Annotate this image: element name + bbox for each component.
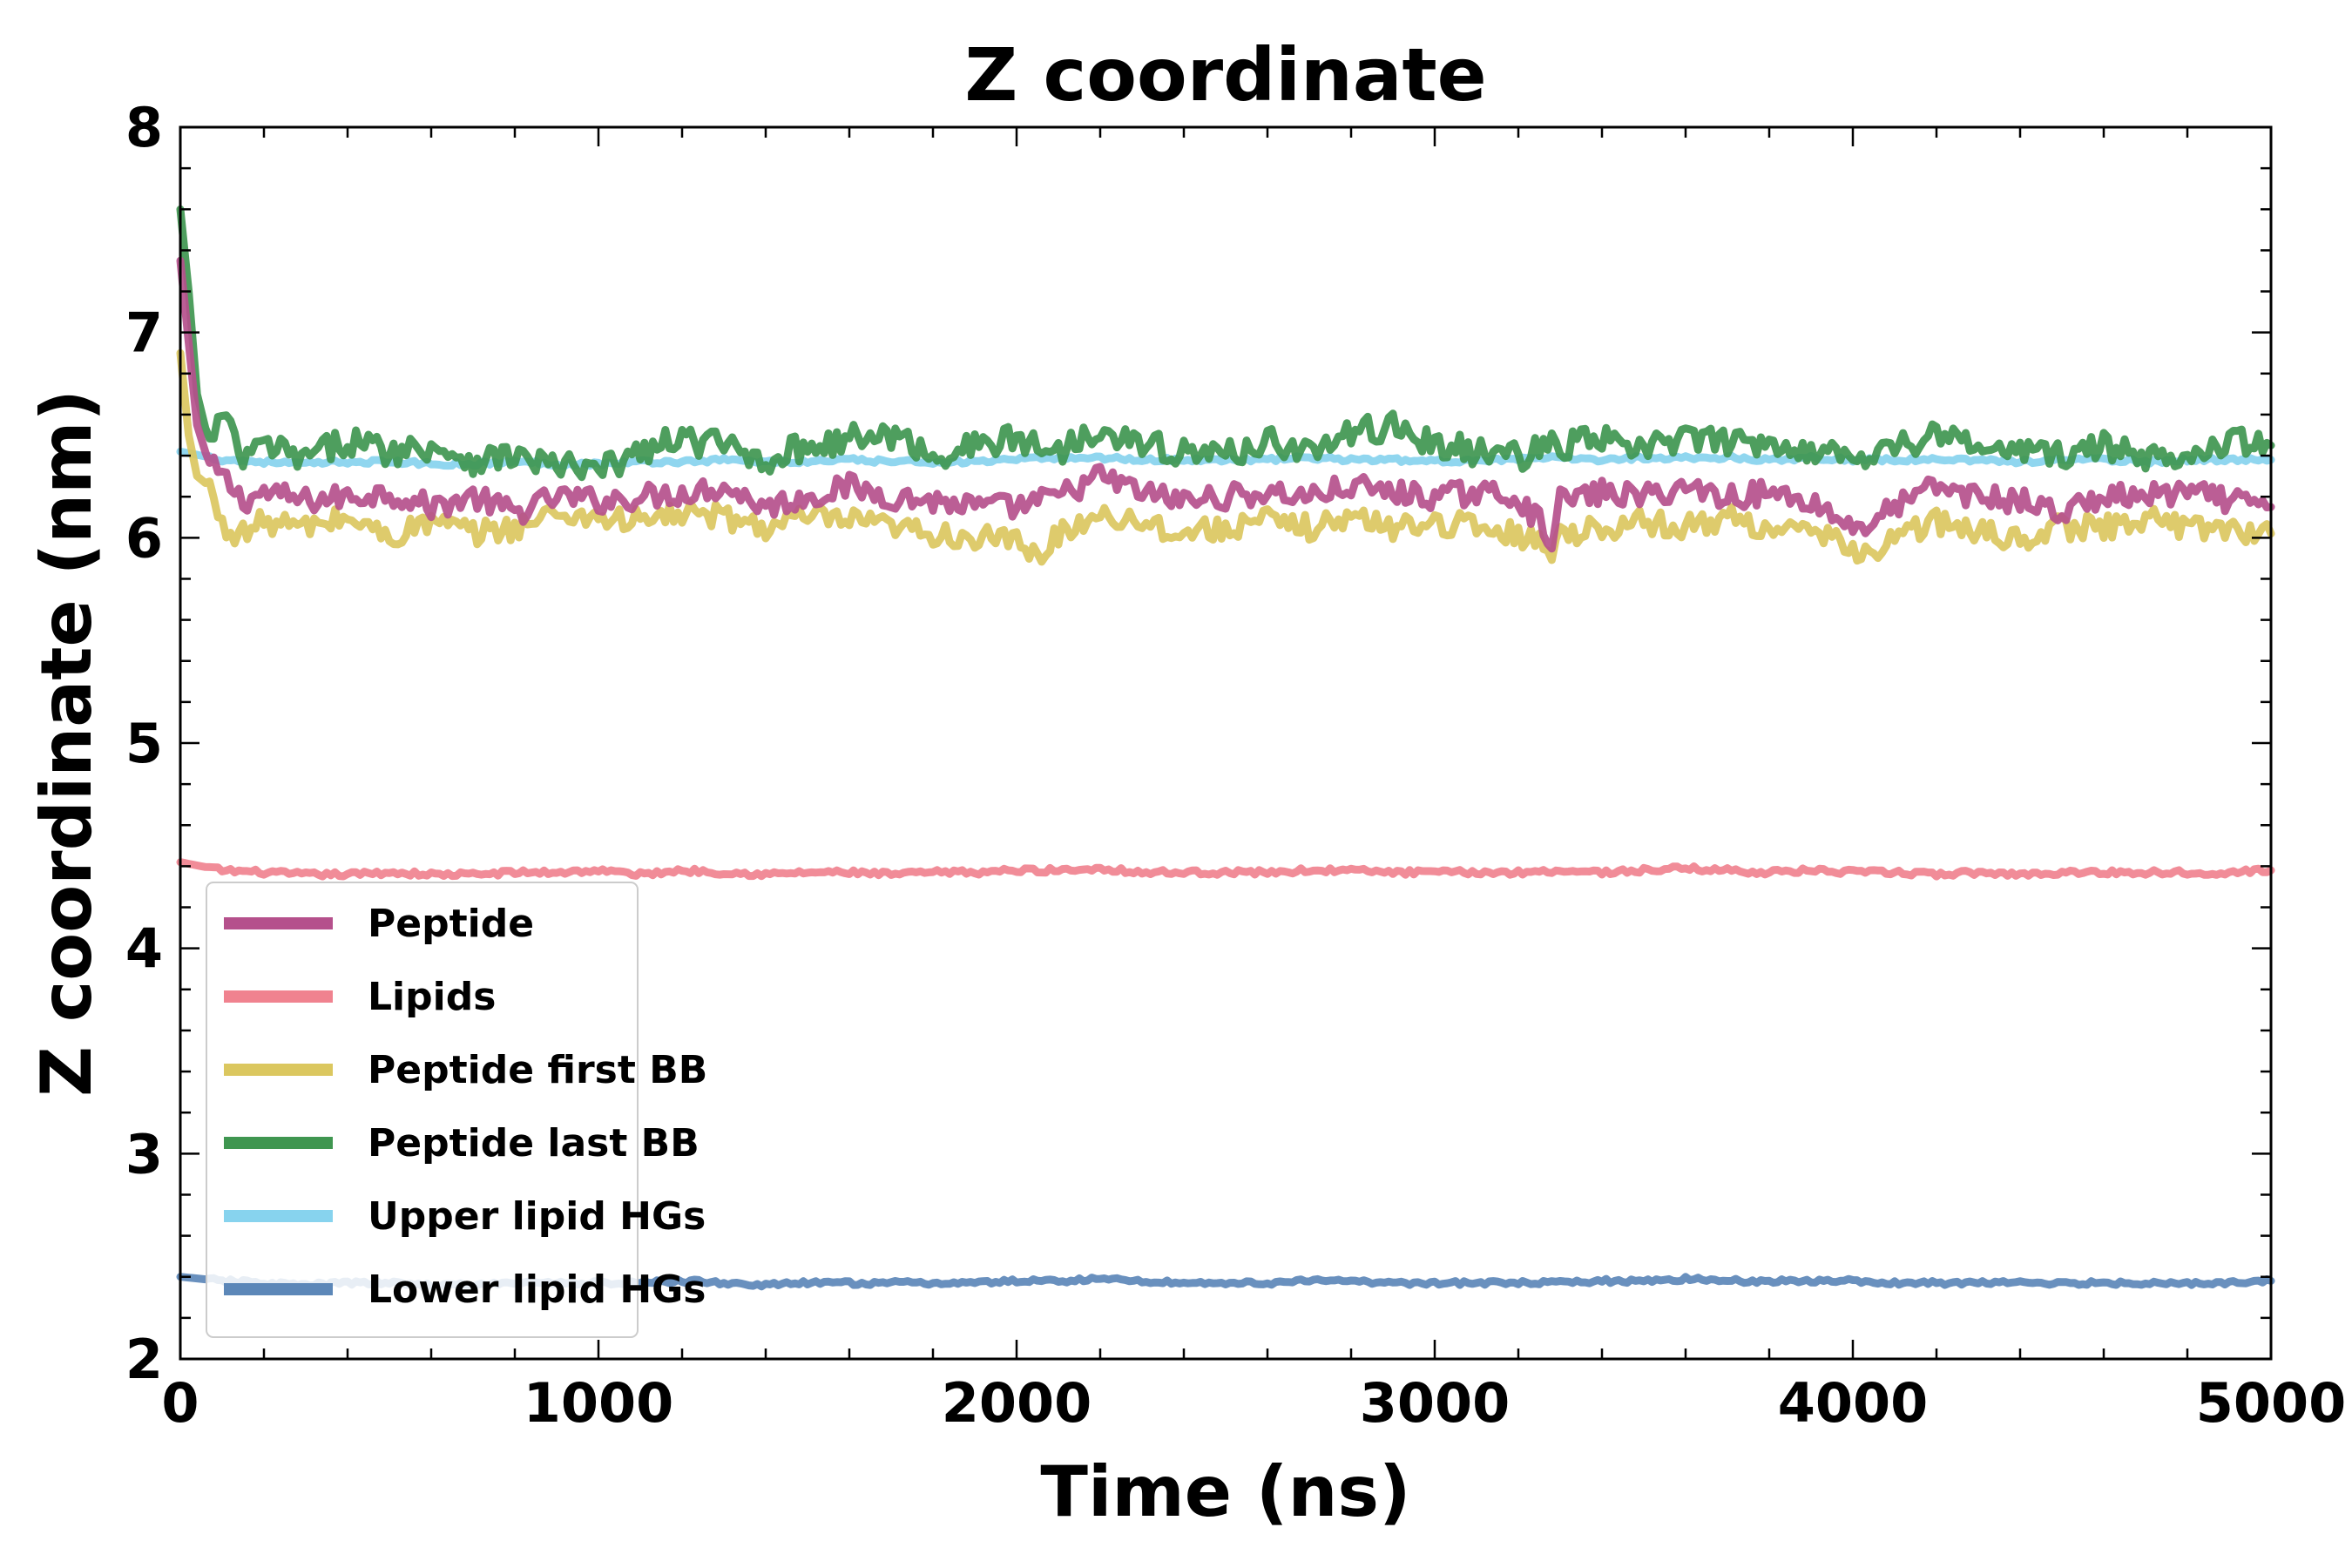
series-line-peptide-last-bb xyxy=(176,205,2275,482)
legend-item: Peptide first BB xyxy=(224,1048,707,1092)
legend-item: Lipids xyxy=(224,975,496,1019)
chart-title: Z coordinate xyxy=(964,32,1486,118)
x-tick-label: 4000 xyxy=(1778,1371,1929,1435)
x-tick-label: 0 xyxy=(161,1371,199,1435)
legend-label: Lipids xyxy=(368,975,496,1019)
legend-item: Upper lipid HGs xyxy=(224,1194,706,1239)
legend-items: Peptide Lipids Peptide first BB Peptide las… xyxy=(224,902,707,1312)
legend-item: Peptide last BB xyxy=(224,1121,700,1166)
y-axis-label: Z coordinate (nm) xyxy=(26,389,107,1097)
legend: Peptide Lipids Peptide first BB Peptide las… xyxy=(206,882,707,1338)
legend-label: Upper lipid HGs xyxy=(368,1194,706,1239)
x-axis-label: Time (ns) xyxy=(1040,1451,1410,1532)
ticks-layer: 0 1000 2000 3000 4000 5000 2 3 4 5 6 7 8 xyxy=(125,96,2346,1435)
x-tick-label: 1000 xyxy=(524,1371,674,1435)
y-tick-label: 3 xyxy=(125,1122,163,1186)
x-tick-label: 2000 xyxy=(942,1371,1092,1435)
legend-label: Peptide last BB xyxy=(368,1121,700,1166)
legend-label: Lower lipid HGs xyxy=(368,1267,706,1312)
y-tick-label: 5 xyxy=(125,712,163,775)
y-tick-label: 8 xyxy=(125,96,163,159)
legend-label: Peptide first BB xyxy=(368,1048,707,1092)
y-tick-label: 7 xyxy=(125,301,163,365)
x-tick-label: 3000 xyxy=(1360,1371,1511,1435)
legend-label: Peptide xyxy=(368,902,534,946)
legend-item: Peptide xyxy=(224,902,534,946)
series-line-lipids xyxy=(176,858,2275,881)
y-tick-label: 6 xyxy=(125,506,163,570)
y-tick-label: 4 xyxy=(125,917,163,981)
series-line-peptide-first-bb xyxy=(176,348,2275,566)
y-tick-label: 2 xyxy=(125,1328,163,1391)
x-tick-label: 5000 xyxy=(2196,1371,2347,1435)
series-line-peptide xyxy=(176,256,2275,553)
legend-item: Lower lipid HGs xyxy=(224,1267,706,1312)
